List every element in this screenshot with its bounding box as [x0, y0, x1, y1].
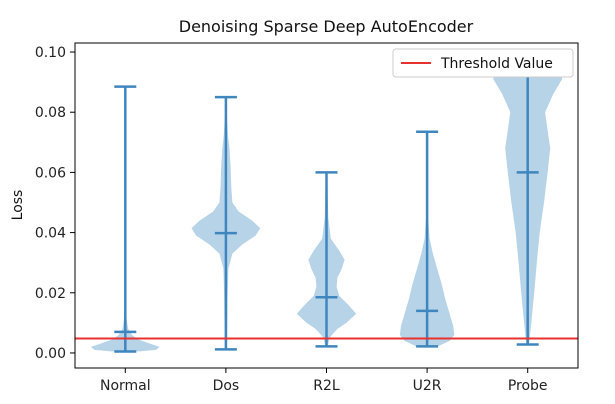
legend-box [392, 48, 574, 78]
legend: Threshold Value [392, 48, 574, 78]
y-axis-label: Loss [10, 190, 26, 221]
y-tick-label: 0.08 [35, 105, 66, 121]
x-tick-label: U2R [413, 378, 442, 394]
y-tick-label: 0.00 [35, 346, 66, 362]
x-tick-label: R2L [313, 378, 340, 394]
x-axis-ticks: Normal Dos R2L U2R Probe [100, 368, 548, 394]
x-tick-label: Normal [100, 378, 151, 394]
y-tick-label: 0.06 [35, 165, 66, 181]
chart-title: Denoising Sparse Deep AutoEncoder [179, 17, 474, 36]
legend-label-threshold: Threshold Value [440, 56, 553, 72]
stats-layer [114, 50, 539, 353]
y-tick-label: 0.10 [35, 45, 66, 61]
x-tick-label: Dos [213, 378, 240, 394]
y-tick-label: 0.02 [35, 286, 66, 302]
y-axis-ticks: 0.00 0.02 0.04 0.06 0.08 0.10 [35, 45, 75, 362]
x-tick-label: Probe [508, 378, 548, 394]
y-tick-label: 0.04 [35, 226, 66, 242]
